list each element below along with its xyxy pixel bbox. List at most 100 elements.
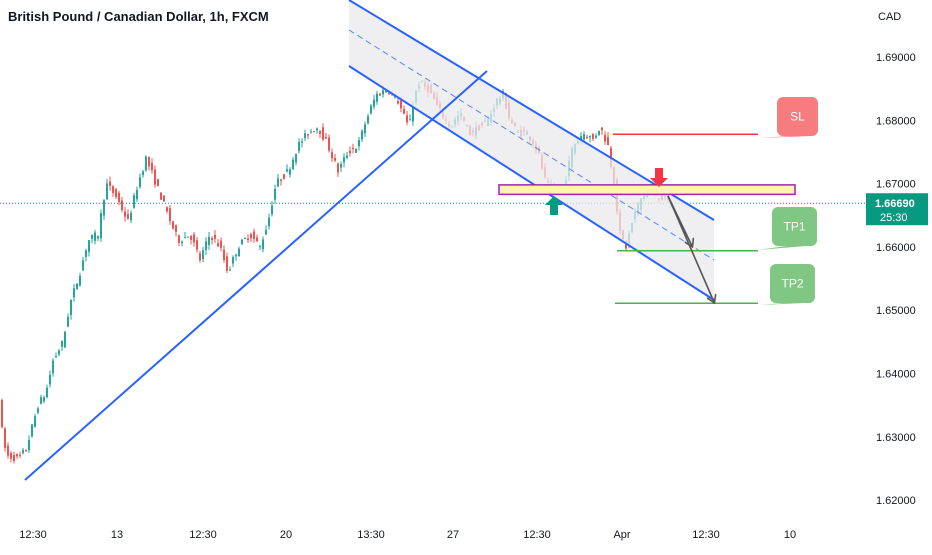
candle-body bbox=[592, 133, 594, 139]
candle-body bbox=[589, 136, 591, 138]
countdown-timer: 25:30 bbox=[880, 212, 908, 224]
tp2-callout-bubble bbox=[758, 264, 815, 305]
candle-body bbox=[601, 127, 603, 131]
candle-body bbox=[328, 137, 330, 151]
candle-body bbox=[259, 246, 261, 248]
candle-body bbox=[82, 260, 84, 271]
candle-body bbox=[409, 119, 411, 121]
tp1-callout: TP1 bbox=[758, 207, 817, 250]
candle-body bbox=[403, 108, 405, 114]
candle-body bbox=[226, 256, 228, 271]
candle-body bbox=[67, 316, 69, 327]
candle-body bbox=[235, 254, 237, 257]
candle-body bbox=[139, 177, 141, 187]
price-tick: 1.67000 bbox=[876, 179, 916, 191]
candle-body bbox=[607, 136, 609, 146]
candle-body bbox=[340, 163, 342, 168]
candle-body bbox=[211, 238, 213, 240]
candle-body bbox=[337, 163, 339, 173]
candle-body bbox=[10, 452, 12, 459]
candle-body bbox=[193, 234, 195, 243]
candle-body bbox=[106, 183, 108, 200]
candle-body bbox=[625, 241, 627, 249]
channel-median-line bbox=[348, 29, 715, 261]
candle-body bbox=[277, 178, 279, 187]
candle-body bbox=[16, 453, 18, 457]
candle-body bbox=[274, 188, 276, 200]
candle-body bbox=[40, 397, 42, 404]
channel-lower-line bbox=[348, 65, 715, 301]
candle-body bbox=[94, 232, 96, 241]
candle-body bbox=[229, 269, 231, 271]
candle-body bbox=[292, 159, 294, 170]
time-tick: 10 bbox=[784, 529, 796, 541]
time-tick: 27 bbox=[447, 529, 459, 541]
candle-body bbox=[61, 340, 63, 347]
candle-body bbox=[355, 148, 357, 153]
candle-body bbox=[313, 131, 315, 133]
time-tick: 12:30 bbox=[692, 529, 720, 541]
candle-body bbox=[322, 127, 324, 140]
candle-body bbox=[241, 239, 243, 245]
time-tick: 12:30 bbox=[19, 529, 47, 541]
candle-body bbox=[151, 163, 153, 171]
time-tick: 12:30 bbox=[189, 529, 217, 541]
candle-body bbox=[148, 156, 150, 167]
candle-body bbox=[388, 92, 390, 94]
candle-body bbox=[250, 234, 252, 239]
time-tick: 13:30 bbox=[357, 529, 385, 541]
candle-body bbox=[49, 374, 51, 385]
candle-body bbox=[307, 134, 309, 136]
price-tick: 1.62000 bbox=[876, 495, 916, 507]
candle-body bbox=[172, 221, 174, 229]
sl-callout: SL bbox=[758, 97, 818, 138]
candle-body bbox=[202, 250, 204, 259]
candle-body bbox=[373, 99, 375, 107]
current-price-value: 1.66690 bbox=[875, 198, 915, 210]
candle-body bbox=[100, 213, 102, 239]
tp2-callout: TP2 bbox=[758, 264, 815, 305]
candle-body bbox=[22, 449, 24, 453]
candle-body bbox=[268, 217, 270, 227]
candle-body bbox=[187, 236, 189, 238]
candle-body bbox=[124, 211, 126, 217]
candle-body bbox=[43, 397, 45, 402]
candle-body bbox=[346, 155, 348, 158]
channel-fill bbox=[349, 0, 714, 300]
candle-body bbox=[88, 240, 90, 252]
chart-title: British Pound / Canadian Dollar, 1h, FXC… bbox=[8, 9, 269, 24]
candle-body bbox=[367, 116, 369, 124]
candle-body bbox=[289, 169, 291, 175]
candle-body bbox=[397, 100, 399, 104]
candle-body bbox=[265, 229, 267, 235]
candle-body bbox=[349, 150, 351, 154]
candle-body bbox=[232, 257, 234, 264]
resistance-zone bbox=[498, 184, 796, 196]
candle-body bbox=[133, 195, 135, 208]
candle-body bbox=[73, 288, 75, 298]
candle-body bbox=[220, 240, 222, 248]
tp1-callout-bubble bbox=[758, 207, 817, 250]
candle-body bbox=[178, 235, 180, 243]
candle-body bbox=[325, 136, 327, 139]
candle-body bbox=[412, 105, 414, 122]
candle-body bbox=[55, 355, 57, 357]
candle-body bbox=[7, 445, 9, 456]
candle-body bbox=[253, 231, 255, 239]
drawing-layer: SL TP1 TP2 bbox=[0, 0, 866, 481]
candle-body bbox=[1, 400, 3, 428]
candle-body bbox=[37, 408, 39, 413]
candle-body bbox=[175, 225, 177, 232]
candle-body bbox=[400, 100, 402, 109]
candle-body bbox=[214, 234, 216, 239]
candle-body bbox=[142, 171, 144, 176]
red-arrow-down-icon bbox=[650, 168, 668, 187]
candle-body bbox=[319, 130, 321, 134]
candle-body bbox=[343, 157, 345, 163]
price-tick: 1.64000 bbox=[876, 369, 916, 381]
candle-body bbox=[244, 237, 246, 239]
candle-body bbox=[262, 239, 264, 250]
candle-body bbox=[247, 238, 249, 241]
candle-body bbox=[58, 350, 60, 355]
